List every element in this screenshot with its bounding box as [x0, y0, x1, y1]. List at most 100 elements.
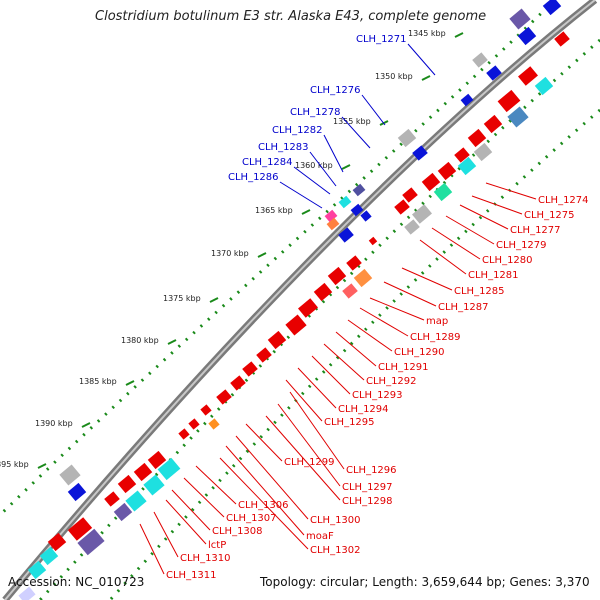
red-leader-line	[245, 423, 283, 462]
gene-glyph	[298, 298, 318, 318]
kbp-tick-label: 1345 kbp	[408, 29, 446, 38]
gene-glyph	[472, 52, 488, 68]
gene-features	[18, 0, 570, 600]
gene-label-red: CLH_1287	[438, 302, 489, 313]
red-leader-line	[431, 227, 481, 260]
gene-label-blue: CLH_1282	[272, 125, 323, 136]
gene-label-red: CLH_1277	[510, 225, 561, 236]
kbp-tick-mark	[81, 422, 91, 428]
genome-backbone-highlight	[4, 0, 596, 600]
gene-glyph	[342, 283, 358, 299]
kbp-tick-mark	[454, 32, 464, 38]
kbp-tick-mark	[167, 339, 177, 345]
gene-glyph	[368, 236, 378, 246]
gene-glyph	[117, 474, 137, 494]
kbp-tick-mark	[301, 209, 311, 215]
gene-glyph	[473, 142, 493, 162]
gene-glyph	[125, 490, 147, 512]
kbp-tick-label: 1360 kbp	[295, 161, 333, 170]
gene-glyph	[327, 266, 347, 286]
gene-glyph	[242, 361, 258, 377]
label-leader-lines	[139, 43, 537, 575]
summary-text: Topology: circular; Length: 3,659,644 bp…	[259, 575, 590, 589]
kbp-tick-labels: 1345 kbp 1350 kbp 1355 kbp 1360 kbp 1365 kbp…	[0, 29, 464, 469]
red-leader-line	[289, 391, 345, 470]
gene-label-red: map	[426, 316, 448, 327]
gene-glyph	[200, 404, 212, 416]
gene-glyph	[178, 428, 190, 440]
red-leader-line	[445, 215, 495, 245]
kbp-tick-mark	[341, 164, 351, 170]
gene-label-red: CLH_1297	[342, 482, 393, 493]
gene-glyph	[421, 172, 441, 192]
red-leader-line	[419, 239, 467, 275]
kbp-tick-label: 1380 kbp	[121, 336, 159, 345]
gene-label-red: CLH_1292	[366, 376, 417, 387]
gene-label-red: CLH_1299	[284, 457, 335, 468]
gene-glyph	[433, 182, 453, 202]
blue-leader-line	[361, 94, 386, 126]
blue-leader-line	[407, 43, 436, 76]
gene-glyph	[67, 482, 87, 502]
gene-glyph	[509, 8, 531, 30]
gene-label-red: CLH_1298	[342, 496, 393, 507]
kbp-tick-label: 1370 kbp	[211, 249, 249, 258]
gene-glyph	[59, 464, 81, 486]
red-leader-line	[383, 281, 437, 307]
gene-label-red: CLH_1290	[394, 347, 445, 358]
gene-glyph	[47, 532, 67, 552]
red-leader-line	[139, 523, 165, 575]
kbp-tick-label: 1350 kbp	[375, 72, 413, 81]
gene-glyph	[402, 187, 418, 203]
gene-glyph	[216, 389, 232, 405]
gene-glyph	[467, 128, 487, 148]
gene-glyph	[352, 183, 366, 197]
gene-glyph	[412, 145, 428, 161]
gene-glyph	[285, 314, 307, 336]
gene-glyph	[208, 418, 220, 430]
gene-label-red: CLH_1306	[238, 500, 289, 511]
map-title: Clostridium botulinum E3 str. Alaska E43…	[95, 9, 486, 24]
red-leader-line	[401, 267, 453, 291]
kbp-tick-label: 1385 kbp	[79, 377, 117, 386]
gene-label-red: CLH_1294	[338, 404, 389, 415]
gene-label-red: CLH_1275	[524, 210, 575, 221]
red-leader-line	[195, 465, 237, 505]
gene-glyph	[188, 418, 200, 430]
gene-labels: CLH_1271 CLH_1276 CLH_1278 CLH_1282 CLH_1283…	[166, 34, 589, 581]
outer-dotted-track	[0, 0, 557, 517]
gene-glyph	[346, 255, 362, 271]
gene-glyph	[143, 474, 165, 496]
gene-label-red: CLH_1289	[410, 332, 461, 343]
gene-label-blue: CLH_1284	[242, 157, 293, 168]
kbp-tick-label: 1365 kbp	[255, 206, 293, 215]
kbp-tick-label: 1390 kbp	[35, 419, 73, 428]
gene-label-red: CLH_1308	[212, 526, 263, 537]
red-leader-line	[311, 355, 351, 395]
gene-glyph	[39, 546, 59, 566]
gene-glyph	[534, 76, 554, 96]
gene-glyph	[457, 156, 477, 176]
red-leader-line	[485, 182, 537, 200]
gene-glyph	[397, 128, 417, 148]
gene-glyph	[67, 517, 93, 541]
red-leader-line	[235, 435, 309, 520]
red-leader-line	[369, 297, 425, 321]
gene-glyph	[454, 147, 470, 163]
red-leader-line	[459, 204, 509, 230]
gene-label-blue: CLH_1276	[310, 85, 361, 96]
kbp-tick-mark	[209, 297, 219, 303]
gene-glyph	[18, 586, 36, 600]
gene-glyph	[437, 161, 457, 181]
gene-glyph	[267, 330, 287, 350]
kbp-tick-mark	[257, 252, 267, 258]
red-leader-line	[297, 367, 337, 409]
gene-label-red: CLH_1280	[482, 255, 533, 266]
gene-label-red: lctP	[208, 540, 226, 551]
gene-glyph	[483, 114, 503, 134]
gene-glyph	[113, 502, 133, 522]
gene-label-red: CLH_1281	[468, 270, 519, 281]
gene-glyph	[486, 65, 502, 81]
gene-label-red: CLH_1311	[166, 570, 217, 581]
